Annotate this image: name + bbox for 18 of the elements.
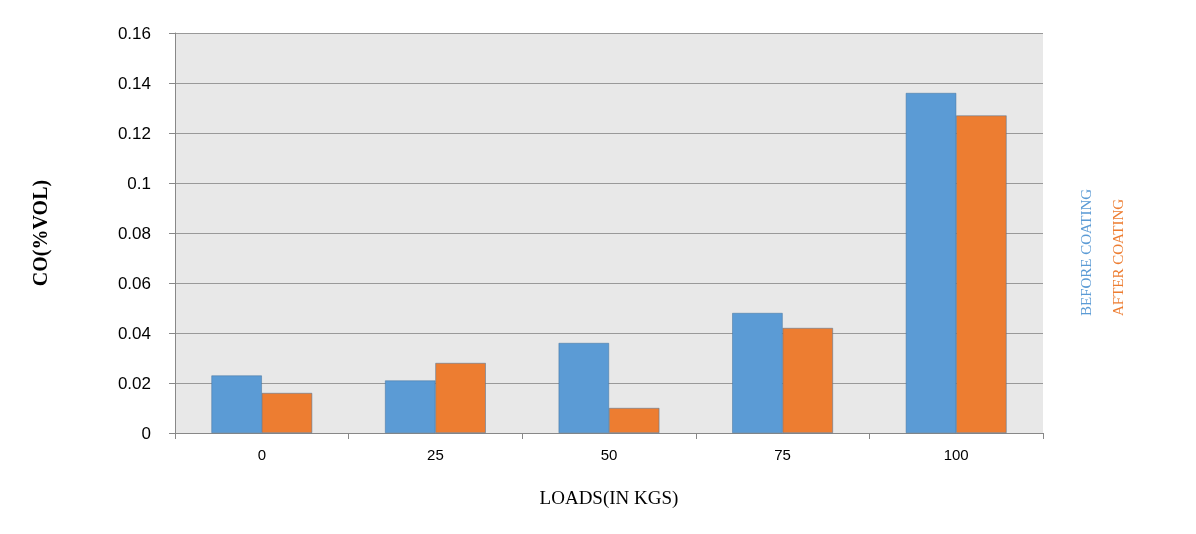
x-tick-label: 25 [427,446,444,463]
y-tick-label: 0.16 [117,23,151,43]
text: AFTER COATING [1109,198,1126,316]
y-tick-label: 0.14 [117,73,151,93]
y-tick-label: 0.04 [117,323,151,343]
x-tick-label: 50 [600,446,618,463]
y-tick-label: 0.02 [117,373,151,393]
x-tick-label: 75 [774,446,791,463]
y-axis-title: CO(%VOL) [29,179,52,287]
y-tick-label: 0.08 [117,223,151,243]
y-tick-label: 0 [141,423,151,443]
y-tick-label: 0.1 [127,173,151,193]
x-axis-title: LOADS(IN KGS) [539,487,679,509]
x-tick-label: 100 [943,446,969,463]
y-tick-label: 0.12 [117,123,151,143]
text: BEFORE COATING [1077,188,1094,316]
x-tick-label: 0 [257,446,266,463]
y-tick-label: 0.06 [117,273,151,293]
